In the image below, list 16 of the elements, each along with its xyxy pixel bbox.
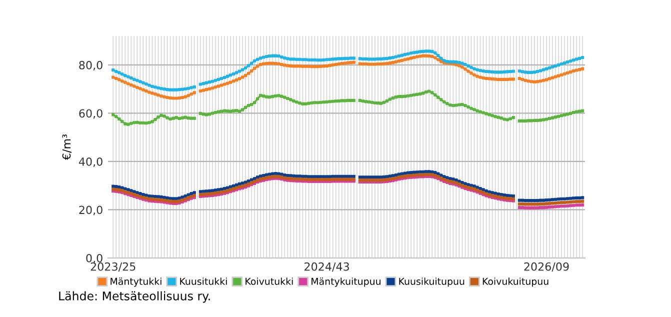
x-tick-label: 2024/43 <box>304 262 349 272</box>
legend-label: Mäntytukki <box>110 278 162 287</box>
legend-label: Koivukuitupuu <box>482 278 548 287</box>
text: Lähde: Metsäteollisuus ry. <box>59 291 210 303</box>
y-axis-title: €/m³ <box>62 134 72 160</box>
legend-label: Kuusikuitupuu <box>399 278 464 287</box>
y-tick-label: 0,0 <box>86 254 102 264</box>
y-tick-label: 80,0 <box>79 60 102 70</box>
legend-label: Koivutukki <box>246 278 293 285</box>
y-tick-label: 20,0 <box>79 206 102 216</box>
y-tick-label: 60,0 <box>79 109 102 119</box>
x-tick-label: 2026/09 <box>524 262 569 272</box>
x-tick-label: 2023/25 <box>90 262 136 272</box>
legend-label: Mäntykuitupuu <box>312 278 380 287</box>
legend-label: Kuusitukki <box>180 278 227 285</box>
y-tick-label: 40,0 <box>78 157 102 167</box>
